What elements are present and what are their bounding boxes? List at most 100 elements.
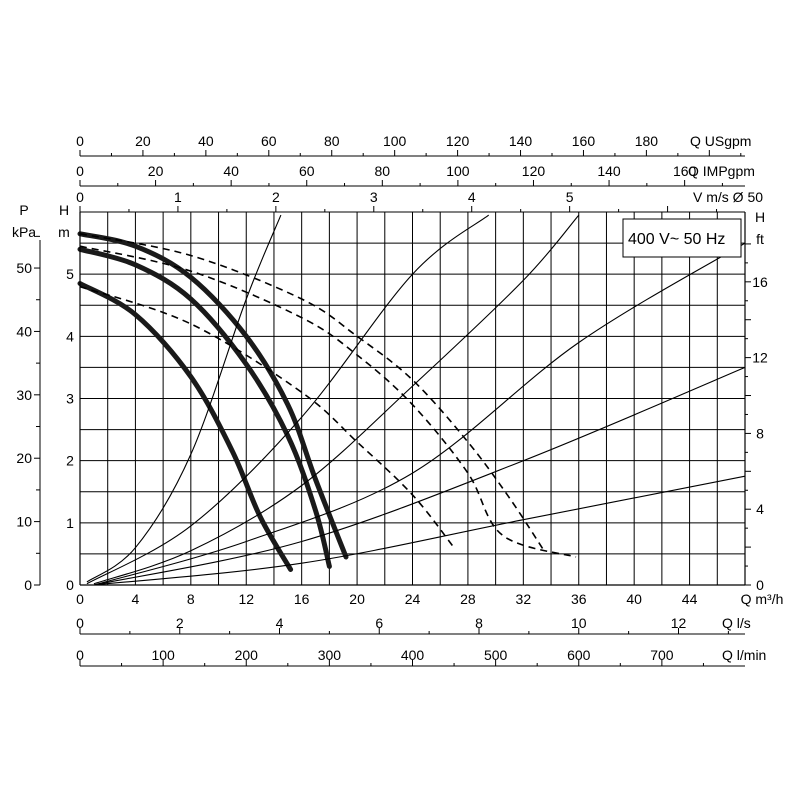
- lmin-axis-tick-label: 0: [76, 647, 84, 663]
- x-tick-label: 40: [626, 591, 642, 607]
- x-tick-label: 16: [294, 591, 310, 607]
- x-tick-label: 36: [571, 591, 587, 607]
- usgpm-axis-label: Q USgpm: [690, 133, 751, 149]
- usgpm-axis-tick-label: 140: [509, 133, 533, 149]
- impgpm-axis-tick-label: 20: [148, 163, 164, 179]
- tick-labels: 0 4 8 12 16 20 24 28 32 36 40 44 Q m³/h012345Hm01020…: [12, 133, 783, 663]
- impgpm-axis-tick-label: 140: [597, 163, 621, 179]
- pressure-tick-label: 50: [16, 260, 32, 276]
- axes: [34, 150, 751, 667]
- velocity-axis-tick-label: 3: [370, 189, 378, 205]
- impgpm-axis-tick-label: 80: [375, 163, 391, 179]
- velocity-axis-tick-label: 5: [566, 189, 574, 205]
- impgpm-axis-tick-label: 60: [299, 163, 315, 179]
- usgpm-axis-tick-label: 80: [324, 133, 340, 149]
- curve-thin-6: [86, 214, 282, 583]
- usgpm-axis-tick-label: 120: [446, 133, 470, 149]
- y-axis-label-m: m: [58, 224, 70, 240]
- impgpm-axis-tick-label: 160: [673, 163, 697, 179]
- x-tick-label: 4: [132, 591, 140, 607]
- y-axis-label-h: H: [59, 202, 69, 218]
- curve-thin-11: [93, 475, 746, 586]
- usgpm-axis-tick-label: 60: [261, 133, 277, 149]
- legend-box: [622, 218, 742, 258]
- curve-dashed-3: [79, 233, 545, 552]
- ft-tick-label: 0: [756, 577, 764, 593]
- curve-thin-7: [86, 214, 490, 585]
- impgpm-axis-tick-label: 120: [522, 163, 546, 179]
- pressure-tick-label: 10: [16, 514, 32, 530]
- x-tick-label: 44: [682, 591, 698, 607]
- y-tick-label: 0: [66, 577, 74, 593]
- curve-dashed-4: [79, 245, 577, 558]
- impgpm-axis-tick-label: 0: [76, 163, 84, 179]
- y-tick-label: 1: [66, 515, 74, 531]
- curve-thick-0: [77, 231, 349, 560]
- velocity-axis-tick-label: 2: [272, 189, 280, 205]
- x-tick-label: 32: [516, 591, 532, 607]
- pressure-tick-label: 40: [16, 323, 32, 339]
- lmin-axis-tick-label: 300: [318, 647, 342, 663]
- ls-axis-tick-label: 10: [571, 615, 587, 631]
- velocity-axis-tick-label: 4: [468, 189, 476, 205]
- ft-tick-label: 4: [756, 501, 764, 517]
- impgpm-axis-label: Q IMPgpm: [688, 163, 755, 179]
- curve-dashed-5: [79, 285, 455, 549]
- pressure-axis-label-p: P: [19, 202, 28, 218]
- x-tick-label: 8: [187, 591, 195, 607]
- ls-axis-label: Q l/s: [722, 615, 751, 631]
- usgpm-axis-tick-label: 40: [198, 133, 214, 149]
- impgpm-axis-tick-label: 100: [446, 163, 470, 179]
- lmin-axis-tick-label: 200: [235, 647, 259, 663]
- ft-tick-label: 8: [756, 425, 764, 441]
- lmin-axis-tick-label: 700: [650, 647, 674, 663]
- legend-text: 400 V~ 50 Hz: [628, 231, 725, 248]
- usgpm-axis-tick-label: 20: [135, 133, 151, 149]
- x-tick-label: 0: [76, 591, 84, 607]
- lmin-axis-tick-label: 400: [401, 647, 425, 663]
- x-axis-label: Q m³/h: [741, 591, 784, 607]
- curve-thin-9: [93, 242, 746, 586]
- usgpm-axis-tick-label: 100: [383, 133, 407, 149]
- lmin-axis-label: Q l/min: [722, 647, 766, 663]
- x-tick-label: 28: [460, 591, 476, 607]
- ls-axis-tick-label: 4: [276, 615, 284, 631]
- velocity-axis-tick-label: 0: [76, 189, 84, 205]
- curve-thin-8: [93, 214, 580, 585]
- ft-tick-label: 16: [752, 274, 768, 290]
- pressure-tick-label: 30: [16, 387, 32, 403]
- pressure-tick-label: 20: [16, 450, 32, 466]
- ls-axis-tick-label: 0: [76, 615, 84, 631]
- y-tick-label: 5: [66, 266, 74, 282]
- curve-thick-1: [77, 246, 332, 569]
- x-tick-label: 12: [238, 591, 254, 607]
- y-tick-label: 2: [66, 453, 74, 469]
- usgpm-axis-tick-label: 160: [572, 133, 596, 149]
- pressure-axis-label-unit: kPa: [12, 224, 36, 240]
- lmin-axis-tick-label: 600: [567, 647, 591, 663]
- velocity-axis-label: V m/s Ø 50: [693, 189, 763, 205]
- ls-axis-tick-label: 6: [375, 615, 383, 631]
- ls-axis-tick-label: 8: [475, 615, 483, 631]
- y-tick-label: 4: [66, 328, 74, 344]
- lmin-axis-tick-label: 100: [151, 647, 175, 663]
- curve-thin-10: [93, 366, 746, 586]
- impgpm-axis-tick-label: 40: [223, 163, 239, 179]
- legend: 400 V~ 50 Hz: [622, 218, 742, 258]
- ft-axis-label-unit: ft: [756, 231, 764, 247]
- ls-axis-tick-label: 2: [176, 615, 184, 631]
- ft-axis-label-h: H: [755, 209, 765, 225]
- x-tick-label: 24: [405, 591, 421, 607]
- lmin-axis-tick-label: 500: [484, 647, 508, 663]
- ft-tick-label: 12: [752, 350, 768, 366]
- curves: [77, 214, 746, 586]
- usgpm-axis-tick-label: 0: [76, 133, 84, 149]
- pressure-tick-label: 0: [24, 577, 32, 593]
- velocity-axis-tick-label: 1: [174, 189, 182, 205]
- curve-thick-2: [77, 281, 294, 572]
- usgpm-axis-tick-label: 180: [635, 133, 659, 149]
- ls-axis-tick-label: 12: [671, 615, 687, 631]
- y-tick-label: 3: [66, 391, 74, 407]
- x-tick-label: 20: [349, 591, 365, 607]
